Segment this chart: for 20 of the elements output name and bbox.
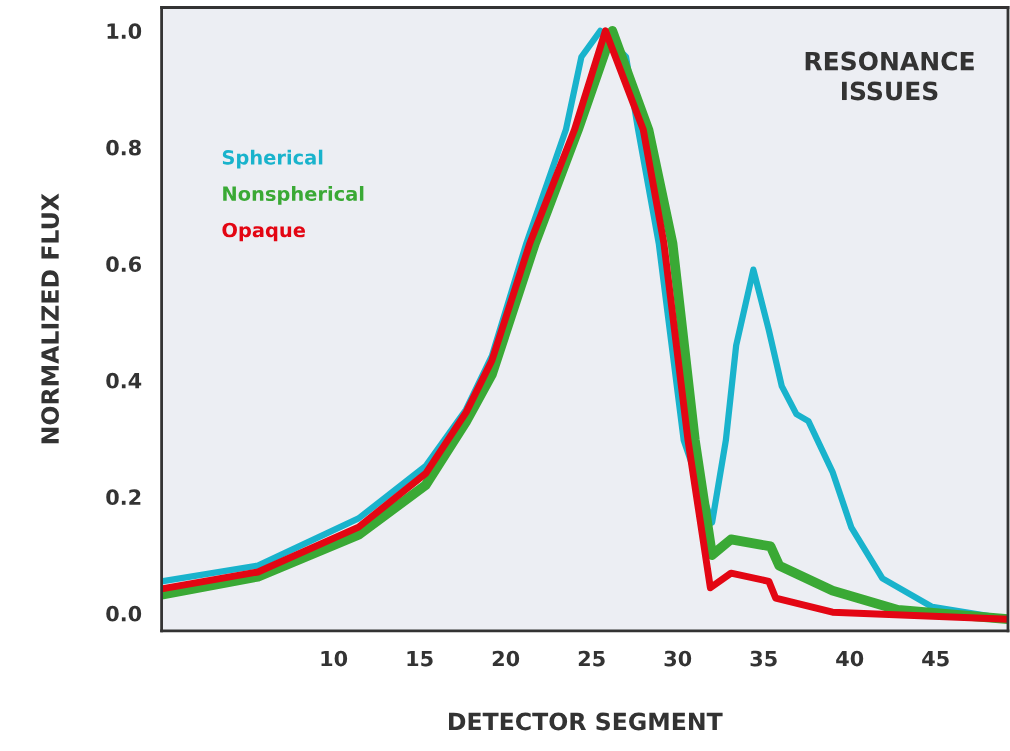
y-tick-label: 1.0 <box>107 23 142 40</box>
x-tick-label: 20 <box>492 650 520 667</box>
y-tick-label: 0.6 <box>106 256 142 273</box>
y-tick-label: 0.0 <box>106 605 142 622</box>
y-tick-label: 0.8 <box>106 139 141 156</box>
annotation: RESONANCE ISSUES <box>805 51 974 101</box>
x-tick-label: 40 <box>836 650 864 667</box>
x-tick-label: 25 <box>578 650 605 667</box>
text: Opaque <box>222 222 305 242</box>
x-tick-label: 45 <box>922 650 949 667</box>
text: Nonspherical <box>223 185 364 205</box>
x-tick-label: 35 <box>750 650 777 667</box>
y-tick-label: 0.4 <box>106 372 142 389</box>
y-tick-label: 0.2 <box>106 489 141 506</box>
x-axis-title: DETECTOR SEGMENT <box>449 712 723 731</box>
x-tick-label: 15 <box>407 650 433 667</box>
x-tick-label: 30 <box>664 650 692 667</box>
text: Spherical <box>222 149 323 169</box>
y-axis-title: NORMALIZED FLUX <box>41 193 60 444</box>
x-tick-label: 10 <box>321 650 348 667</box>
